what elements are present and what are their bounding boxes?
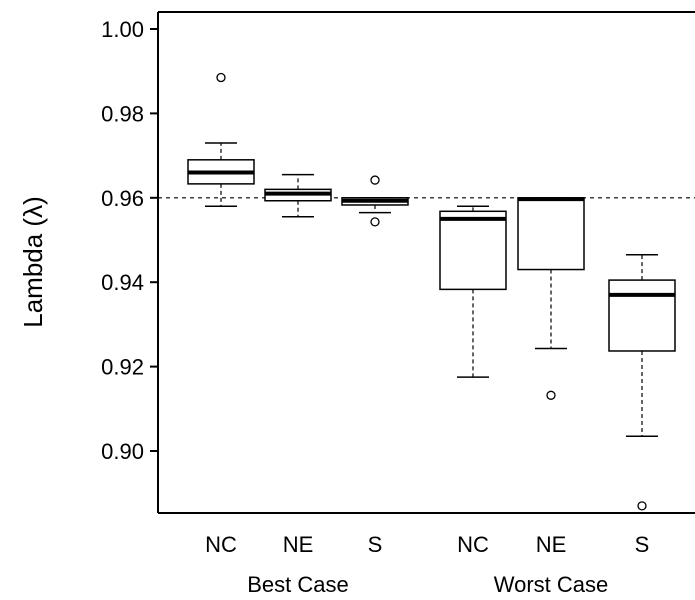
x-category-label: NE xyxy=(536,532,567,557)
group-label: Worst Case xyxy=(494,572,609,597)
y-tick-label: 0.96 xyxy=(101,186,144,211)
box-1 xyxy=(187,72,255,207)
box-iqr xyxy=(517,197,585,271)
y-axis-label: Lambda (λ) xyxy=(18,196,48,328)
box-iqr xyxy=(439,210,507,291)
outlier-point xyxy=(546,390,556,400)
x-category-labels: NC NE S NC NE S xyxy=(205,532,649,557)
outlier-point xyxy=(370,175,380,185)
x-category-label: NC xyxy=(457,532,489,557)
y-ticks: 0.90 0.92 0.94 0.96 0.98 1.00 xyxy=(101,17,158,464)
y-tick-label: 0.98 xyxy=(101,101,144,126)
box-3 xyxy=(341,175,409,227)
y-tick-label: 1.00 xyxy=(101,17,144,42)
y-tick-label: 0.92 xyxy=(101,355,144,380)
box-4 xyxy=(439,205,507,378)
group-label: Best Case xyxy=(247,572,349,597)
outlier-point xyxy=(370,217,380,227)
outlier-point xyxy=(216,72,226,83)
y-tick-label: 0.94 xyxy=(101,270,144,295)
x-category-label: S xyxy=(635,532,650,557)
x-category-label: NC xyxy=(205,532,237,557)
box-6 xyxy=(608,254,676,511)
box-5 xyxy=(517,197,585,400)
x-category-label: S xyxy=(368,532,383,557)
y-tick-label: 0.90 xyxy=(101,439,144,464)
group-labels: Best Case Worst Case xyxy=(247,572,608,597)
box-2 xyxy=(264,173,332,218)
x-category-label: NE xyxy=(283,532,314,557)
outlier-point xyxy=(637,501,647,511)
box-series xyxy=(187,72,676,511)
box-iqr xyxy=(608,279,676,352)
